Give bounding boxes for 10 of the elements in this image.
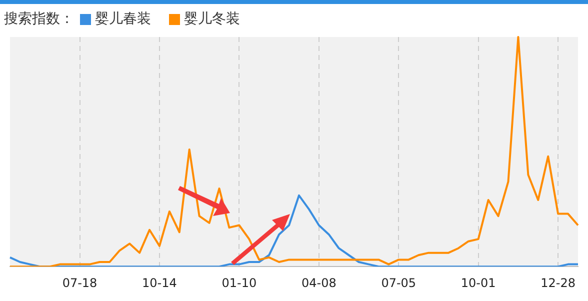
x-tick-label: 12-28: [540, 276, 576, 290]
legend-label: 婴儿冬装: [184, 10, 240, 28]
legend-label: 婴儿春装: [95, 10, 151, 28]
x-tick-label: 10-01: [460, 276, 496, 290]
x-tick-label: 07-18: [62, 276, 98, 290]
x-tick-label: 01-10: [222, 276, 257, 290]
x-tick-label: 10-14: [142, 276, 177, 290]
x-tick-label: 07-05: [381, 276, 416, 290]
x-tick-label: 04-08: [301, 276, 336, 290]
legend-title: 搜索指数：: [4, 10, 74, 28]
